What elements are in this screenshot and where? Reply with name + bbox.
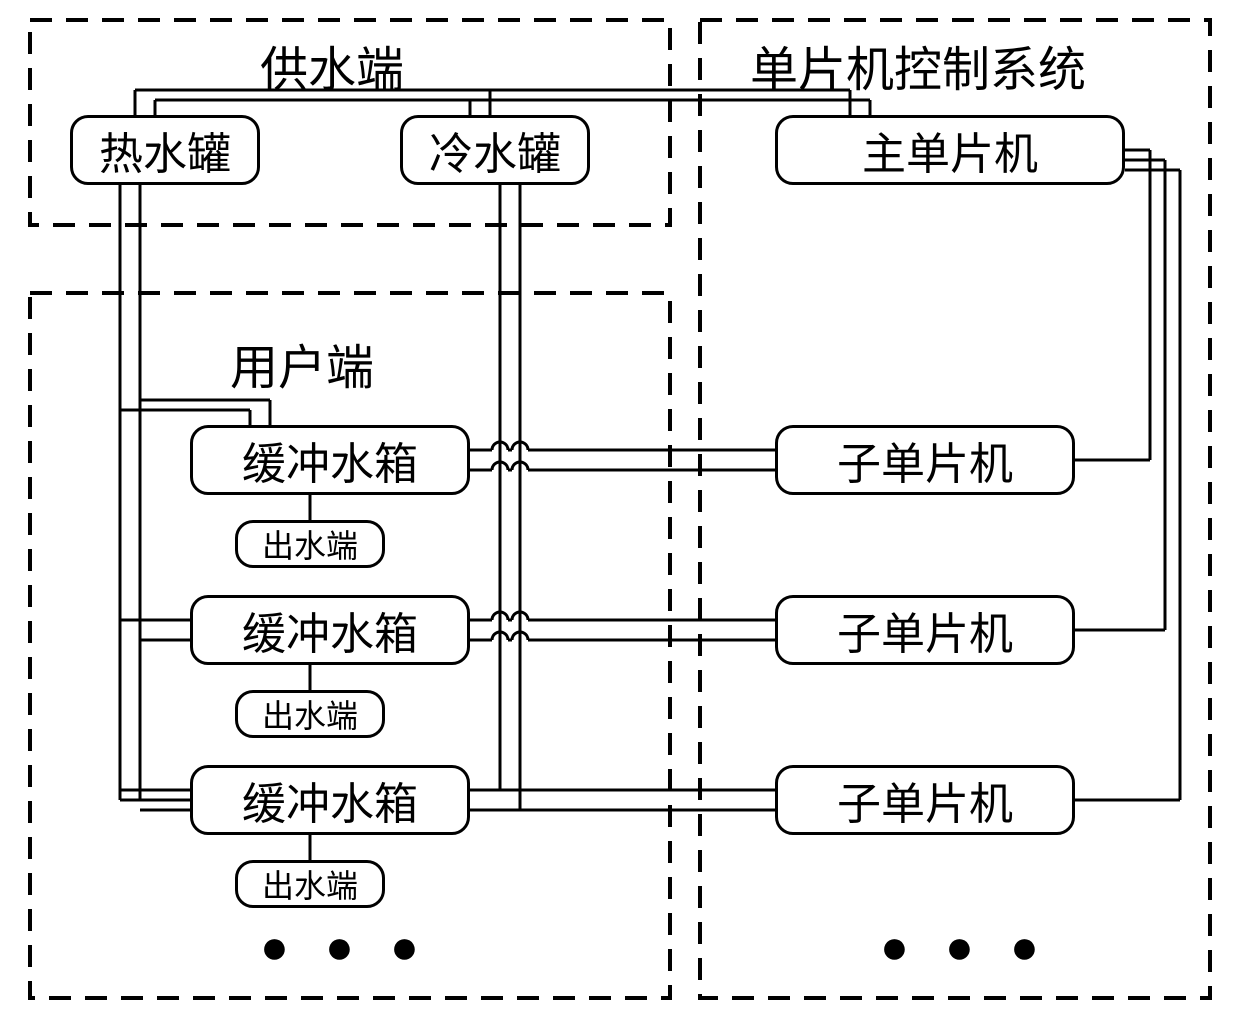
client-ellipsis: ● ● ● — [260, 920, 431, 975]
outlet-1-node: 出水端 — [235, 520, 385, 568]
outlet-3-node: 出水端 — [235, 860, 385, 908]
buffer-tank-3-node: 缓冲水箱 — [190, 765, 470, 835]
buffer-tank-1-node: 缓冲水箱 — [190, 425, 470, 495]
outlet-2-node: 出水端 — [235, 690, 385, 738]
main-mcu-node: 主单片机 — [775, 115, 1125, 185]
client-title: 用户端 — [230, 328, 374, 398]
hot-tank-node: 热水罐 — [70, 115, 260, 185]
cold-tank-node: 冷水罐 — [400, 115, 590, 185]
sub-mcu-3-node: 子单片机 — [775, 765, 1075, 835]
supply-title: 供水端 — [260, 30, 404, 100]
buffer-tank-2-node: 缓冲水箱 — [190, 595, 470, 665]
control-ellipsis: ● ● ● — [880, 920, 1051, 975]
sub-mcu-2-node: 子单片机 — [775, 595, 1075, 665]
control-title: 单片机控制系统 — [750, 30, 1086, 100]
sub-mcu-1-node: 子单片机 — [775, 425, 1075, 495]
